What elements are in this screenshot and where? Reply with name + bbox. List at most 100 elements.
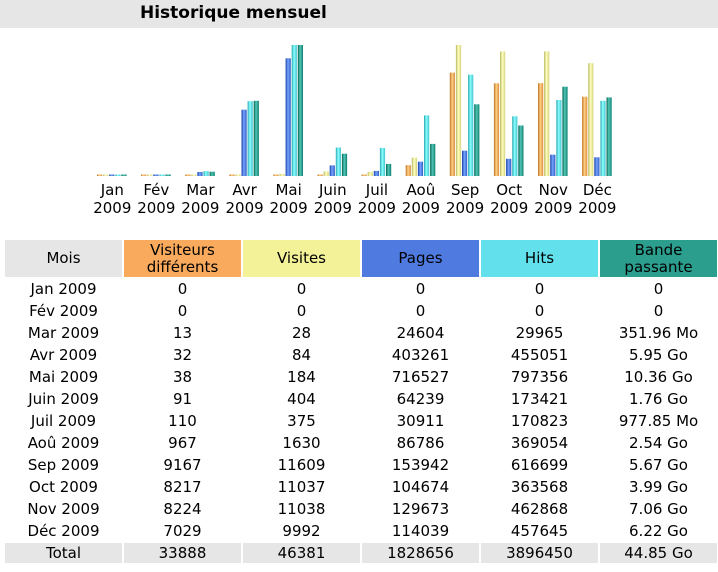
cell-hits: 173421 bbox=[510, 390, 569, 408]
cell-bande: 10.36 Go bbox=[624, 368, 693, 386]
table-row: Sep 2009 9167 11609 153942 616699 5.67 Go bbox=[5, 455, 717, 475]
cell-hits: 0 bbox=[534, 302, 545, 320]
bar-pages-Aoû bbox=[417, 161, 424, 176]
x-tick-year: 2009 bbox=[226, 199, 264, 217]
cell-pages: 129673 bbox=[391, 500, 450, 518]
bar-bande-Aoû bbox=[430, 143, 436, 176]
cell-pages: 30911 bbox=[396, 412, 445, 430]
cell-visiteurs: 8224 bbox=[163, 500, 202, 518]
bar-visites-Juin bbox=[323, 171, 329, 176]
x-tick-year: 2009 bbox=[358, 199, 396, 217]
cell-hits: 369054 bbox=[510, 434, 569, 452]
bar-visiteurs-Aoû bbox=[405, 165, 411, 176]
bar-hits-Sep bbox=[468, 74, 474, 176]
cell-mois: Fév 2009 bbox=[29, 302, 98, 320]
cell-visiteurs: 38 bbox=[172, 368, 193, 386]
bar-bande-Mai bbox=[297, 45, 303, 176]
cell-mois: Déc 2009 bbox=[27, 522, 100, 540]
cell-visites: 375 bbox=[287, 412, 316, 430]
cell-hits: 29965 bbox=[515, 324, 564, 342]
cell-visites: 0 bbox=[296, 280, 307, 298]
table-row: Mar 2009 13 28 24604 29965 351.96 Mo bbox=[5, 323, 717, 343]
cell-hits: 457645 bbox=[510, 522, 569, 540]
bar-visites-Juil bbox=[367, 171, 373, 176]
x-tick-month: Mai bbox=[275, 181, 301, 199]
x-tick-year: 2009 bbox=[137, 199, 175, 217]
cell-bande: 7.06 Go bbox=[629, 500, 688, 518]
x-tick-year: 2009 bbox=[93, 199, 131, 217]
bar-visiteurs-Avr bbox=[229, 174, 235, 176]
cell-visiteurs: 13 bbox=[172, 324, 193, 342]
table-row: Mai 2009 38 184 716527 797356 10.36 Go bbox=[5, 367, 717, 387]
cell-visites: 11038 bbox=[277, 500, 326, 518]
bar-bande-Juin bbox=[341, 153, 348, 176]
monthly-history-chart: Jan2009Fév2009Mar2009Avr2009Mai2009Juin2… bbox=[93, 45, 616, 217]
x-tick-month: Fév bbox=[143, 181, 169, 199]
cell-hits: 462868 bbox=[510, 500, 569, 518]
cell-mois: Jan 2009 bbox=[30, 280, 97, 298]
bar-hits-Mai bbox=[291, 45, 297, 176]
bar-visites-Oct bbox=[500, 51, 506, 176]
bar-hits-Aoû bbox=[424, 115, 430, 176]
bar-visites-Sep bbox=[455, 45, 462, 176]
cell-bande: 2.54 Go bbox=[629, 434, 688, 452]
bar-hits-Juin bbox=[335, 147, 341, 176]
cell-mois: Mai 2009 bbox=[28, 368, 99, 386]
cell-pages: 104674 bbox=[391, 478, 450, 496]
bar-pages-Avr bbox=[241, 109, 247, 176]
total-mois: Total bbox=[5, 543, 122, 563]
bar-pages-Jan bbox=[109, 174, 115, 176]
bar-pages-Juil bbox=[373, 170, 379, 176]
bar-pages-Mai bbox=[285, 58, 291, 176]
bar-pages-Nov bbox=[550, 154, 556, 176]
cell-pages: 0 bbox=[415, 302, 426, 320]
cell-hits: 616699 bbox=[510, 456, 569, 474]
x-tick-month: Sep bbox=[451, 181, 479, 199]
header-visiteurs: Visiteurs différents bbox=[124, 240, 241, 277]
header-mois: Mois bbox=[5, 240, 122, 277]
bar-hits-Oct bbox=[512, 116, 518, 176]
cell-mois: Avr 2009 bbox=[29, 346, 98, 364]
cell-visites: 184 bbox=[287, 368, 316, 386]
cell-visites: 84 bbox=[291, 346, 312, 364]
table-row: Jan 2009 0 0 0 0 0 bbox=[5, 279, 717, 299]
cell-bande: 351.96 Mo bbox=[618, 324, 699, 342]
cell-bande: 1.76 Go bbox=[629, 390, 688, 408]
cell-hits: 363568 bbox=[510, 478, 569, 496]
cell-visites: 28 bbox=[291, 324, 312, 342]
table-row: Aoû 2009 967 1630 86786 369054 2.54 Go bbox=[5, 433, 717, 453]
bar-visites-Nov bbox=[544, 51, 550, 176]
x-tick-month: Nov bbox=[539, 181, 568, 199]
bar-bande-Fév bbox=[165, 174, 171, 176]
cell-hits: 0 bbox=[534, 280, 545, 298]
x-tick-month: Oct bbox=[496, 181, 522, 199]
bar-bande-Juil bbox=[386, 163, 392, 176]
bar-visites-Jan bbox=[103, 174, 109, 176]
bar-hits-Juil bbox=[379, 147, 386, 176]
bar-bande-Oct bbox=[518, 125, 524, 176]
bar-visites-Déc bbox=[588, 63, 594, 177]
bar-hits-Déc bbox=[600, 100, 606, 176]
bar-pages-Juin bbox=[329, 165, 335, 176]
bar-hits-Jan bbox=[115, 174, 121, 176]
x-tick-month: Aoû bbox=[407, 181, 436, 199]
x-tick-year: 2009 bbox=[534, 199, 572, 217]
bar-bande-Jan bbox=[121, 174, 127, 176]
total-visites: 46381 bbox=[243, 543, 360, 563]
total-pages: 1828656 bbox=[362, 543, 479, 563]
cell-pages: 0 bbox=[415, 280, 426, 298]
cell-visiteurs: 91 bbox=[172, 390, 193, 408]
cell-visiteurs: 9167 bbox=[163, 456, 202, 474]
cell-visites: 0 bbox=[296, 302, 307, 320]
bar-visiteurs-Fév bbox=[141, 174, 147, 176]
bar-hits-Mar bbox=[203, 171, 209, 176]
cell-mois: Mar 2009 bbox=[27, 324, 100, 342]
x-tick-year: 2009 bbox=[446, 199, 484, 217]
bar-visiteurs-Juil bbox=[361, 174, 367, 176]
bar-bande-Nov bbox=[562, 86, 568, 176]
cell-pages: 716527 bbox=[391, 368, 450, 386]
bar-visiteurs-Sep bbox=[449, 72, 455, 176]
total-bande: 44.85 Go bbox=[600, 543, 717, 563]
bar-visiteurs-Juin bbox=[317, 174, 323, 176]
bar-visiteurs-Mai bbox=[273, 174, 279, 176]
